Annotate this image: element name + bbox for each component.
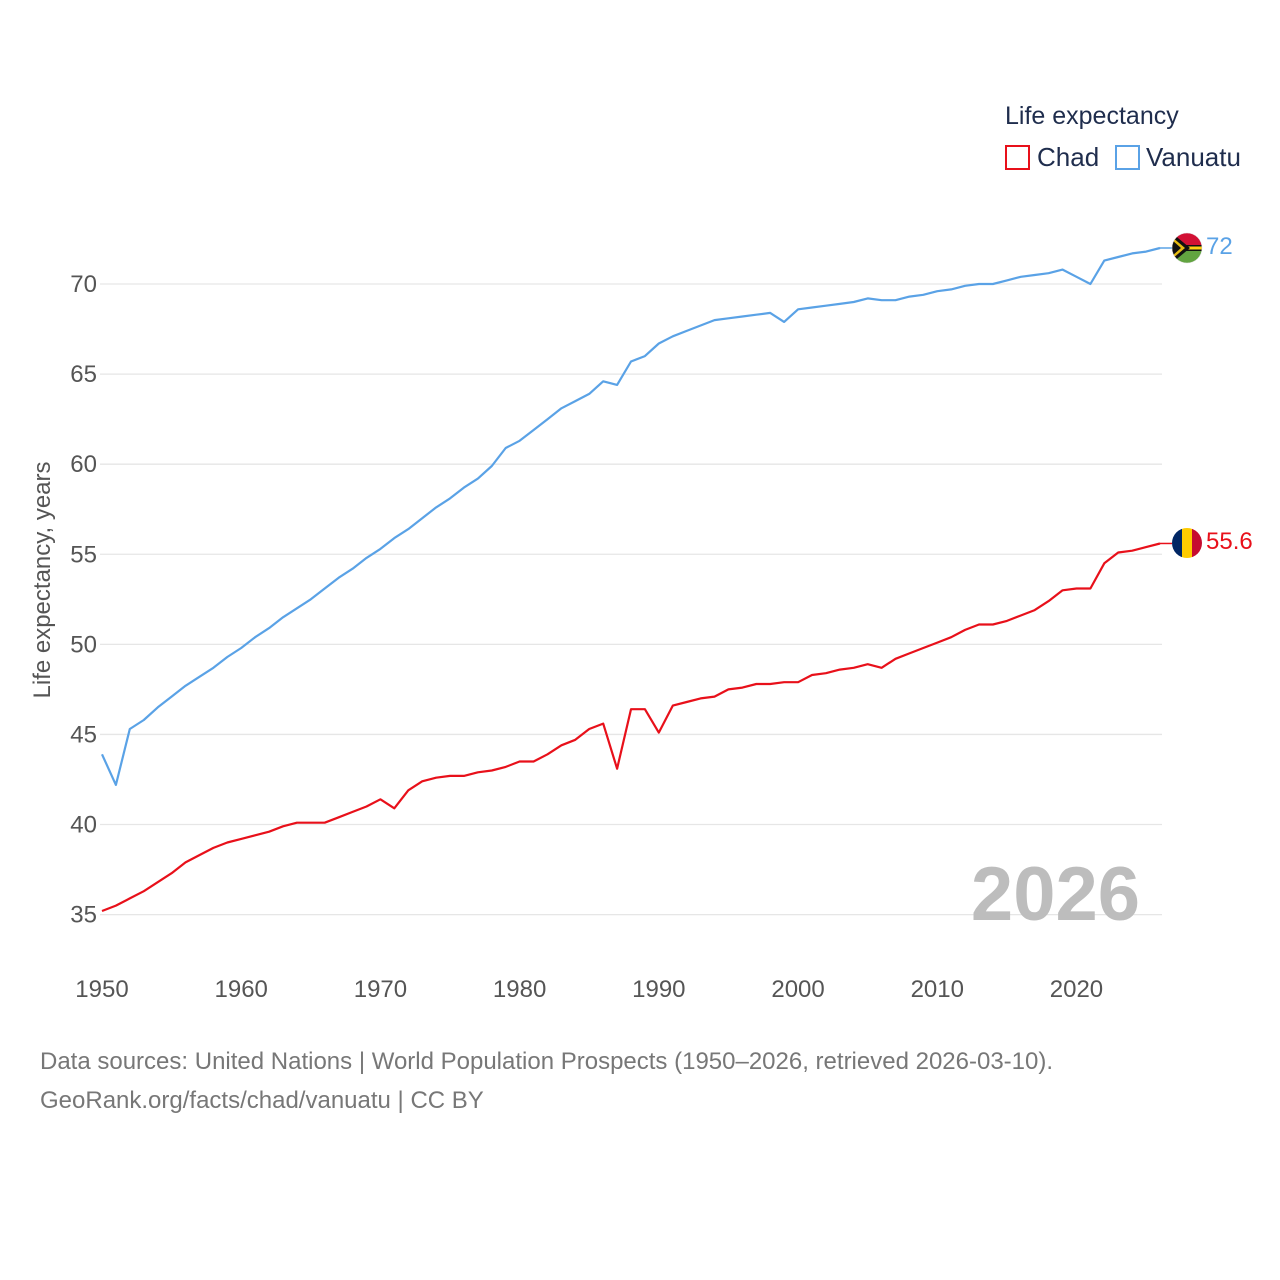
y-axis-title: Life expectancy, years	[29, 461, 56, 698]
series-line-chad[interactable]	[101, 542, 1161, 913]
legend-swatch-vanuatu	[1115, 145, 1140, 170]
x-tick-label: 1980	[493, 976, 546, 1003]
x-tick-label: 2010	[911, 976, 964, 1003]
y-tick-label: 35	[70, 902, 97, 929]
y-axis-ticks: 35 40 45 50 55 60 65 70	[70, 271, 97, 929]
gridlines	[100, 283, 1162, 916]
x-tick-label: 1960	[215, 976, 268, 1003]
x-tick-label: 1950	[75, 976, 128, 1003]
end-value-label-chad: 55.6	[1206, 528, 1253, 555]
legend-item-vanuatu[interactable]: Vanuatu	[1115, 142, 1241, 172]
legend-swatch-chad	[1005, 145, 1030, 170]
legend-label-chad: Chad	[1037, 142, 1099, 172]
y-tick-label: 65	[70, 361, 97, 388]
x-tick-label: 1990	[632, 976, 685, 1003]
legend-item-chad[interactable]: Chad	[1005, 142, 1099, 172]
x-axis-ticks: 1950 1960 1970 1980 1990 2000 2010 2020	[75, 976, 1103, 1003]
attribution-link[interactable]: GeoRank.org/facts/chad/vanuatu | CC BY	[40, 1087, 484, 1114]
y-tick-label: 50	[70, 631, 97, 658]
source-line: Data sources: United Nations | World Pop…	[40, 1048, 1054, 1075]
chad-flag-icon	[1172, 528, 1202, 558]
life-expectancy-chart: 35 40 45 50 55 60 65 70 1950 1960 1970 1980 1990 200…	[29, 102, 1253, 1003]
end-markers	[1160, 247, 1172, 545]
legend-title: Life expectancy	[1005, 102, 1179, 130]
legend[interactable]: Life expectancy Chad Vanuatu	[1005, 102, 1241, 172]
series-lines	[100, 246, 1161, 913]
y-tick-label: 55	[70, 541, 97, 568]
y-tick-label: 70	[70, 271, 97, 298]
vanuatu-flag-icon	[1172, 233, 1202, 263]
end-value-label-vanuatu: 72	[1206, 233, 1233, 260]
y-tick-label: 60	[70, 451, 97, 478]
x-tick-label: 2000	[771, 976, 824, 1003]
x-tick-label: 1970	[354, 976, 407, 1003]
current-year-watermark: 2026	[971, 852, 1140, 937]
y-tick-label: 40	[70, 812, 97, 839]
x-tick-label: 2020	[1050, 976, 1103, 1003]
legend-label-vanuatu: Vanuatu	[1146, 142, 1241, 172]
series-line-vanuatu[interactable]	[100, 246, 1161, 787]
data-source-note: Data sources: United Nations | World Pop…	[40, 1042, 1260, 1120]
y-tick-label: 45	[70, 721, 97, 748]
